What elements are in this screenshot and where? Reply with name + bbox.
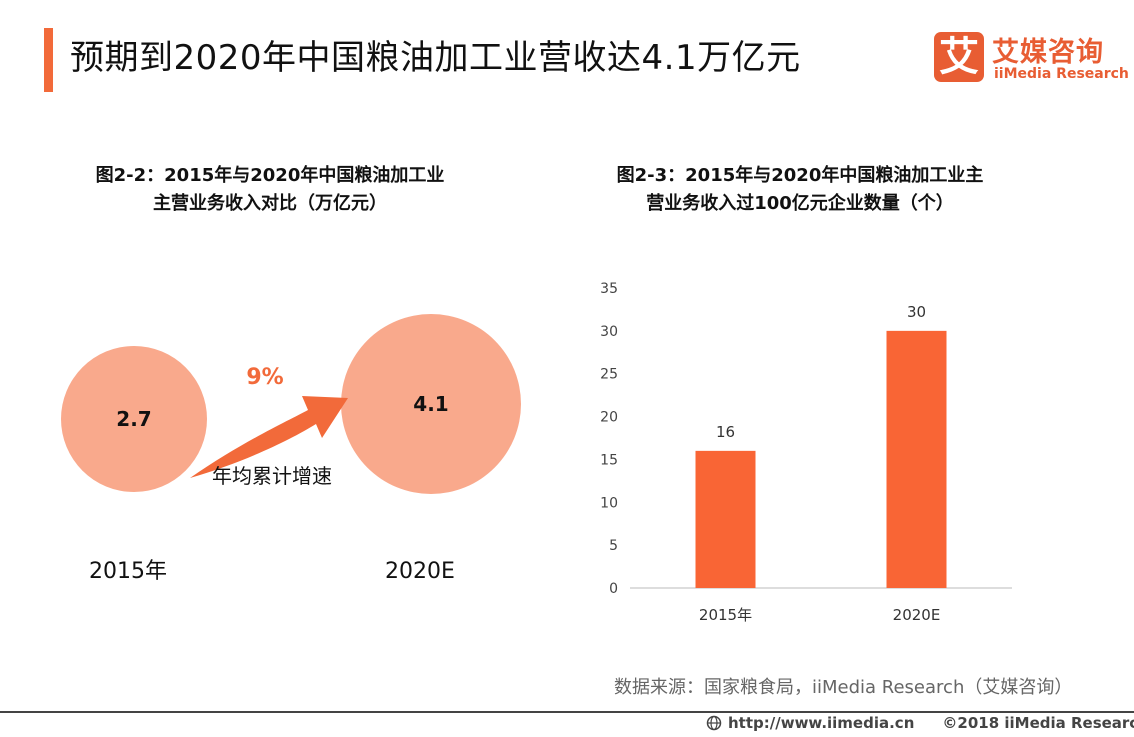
bubble-category-label-1: 2020E — [385, 559, 455, 584]
x-tick-label-1: 2020E — [893, 606, 941, 624]
logo-icon: 艾 — [934, 32, 984, 82]
bubble-chart-title: 图2-2：2015年与2020年中国粮油加工业 主营业务收入对比（万亿元） — [60, 162, 480, 218]
footer-copyright: ©2018 iiMedia Research Inc — [942, 714, 1134, 732]
bubble-chart-title-line1: 图2-2：2015年与2020年中国粮油加工业 — [95, 165, 445, 186]
bar-value-label-1: 30 — [907, 303, 926, 321]
x-tick-label-0: 2015年 — [699, 606, 752, 624]
y-tick-label-0: 0 — [609, 581, 618, 597]
bar-chart-title: 图2-3：2015年与2020年中国粮油加工业主 营业务收入过100亿元企业数量… — [580, 162, 1020, 218]
y-tick-label-4: 20 — [600, 410, 618, 426]
bar-chart: 0 5 10 15 20 25 30 35 16 2015年 30 2020E — [600, 281, 1012, 624]
globe-icon — [706, 715, 722, 731]
y-tick-label-2: 10 — [600, 495, 618, 511]
y-tick-label-1: 5 — [609, 538, 618, 554]
footer-divider — [0, 711, 1134, 713]
bar-chart-title-line1: 图2-3：2015年与2020年中国粮油加工业主 — [616, 165, 984, 186]
y-tick-label-7: 35 — [600, 281, 618, 297]
growth-rate-label: 年均累计增速 — [212, 464, 332, 488]
growth-arrow — [190, 396, 348, 478]
page-title: 预期到2020年中国粮油加工业营收达4.1万亿元 — [70, 38, 801, 78]
bar-1 — [886, 330, 947, 588]
bubble-value-label-1: 4.1 — [413, 392, 448, 416]
footer-url[interactable]: http://www.iimedia.cn — [728, 714, 915, 732]
logo-name-en: iiMedia Research — [994, 66, 1129, 82]
bar-0 — [695, 450, 756, 588]
bubble-0 — [61, 346, 207, 492]
y-tick-label-5: 25 — [600, 367, 618, 383]
bar-chart-title-line2: 营业务收入过100亿元企业数量（个） — [646, 193, 954, 214]
bubble-value-label-0: 2.7 — [116, 407, 151, 431]
bubble-1 — [341, 314, 521, 494]
y-tick-label-6: 30 — [600, 324, 618, 340]
brand-logo: 艾 艾媒咨询 iiMedia Research — [934, 32, 1129, 88]
title-accent-bar — [44, 28, 53, 92]
growth-rate-value: 9% — [246, 365, 283, 390]
footer: http://www.iimedia.cn ©2018 iiMedia Rese… — [706, 714, 1134, 732]
bubble-chart: 2.7 2015年 4.1 2020E 9% 年均累计增速 — [61, 314, 521, 584]
bubble-chart-title-line2: 主营业务收入对比（万亿元） — [153, 193, 387, 214]
bar-value-label-0: 16 — [716, 423, 735, 441]
y-tick-label-3: 15 — [600, 452, 618, 468]
bubble-category-label-0: 2015年 — [89, 559, 167, 584]
logo-name-cn: 艾媒咨询 — [992, 37, 1104, 68]
data-source: 数据来源：国家粮食局，iiMedia Research（艾媒咨询） — [614, 677, 1073, 698]
